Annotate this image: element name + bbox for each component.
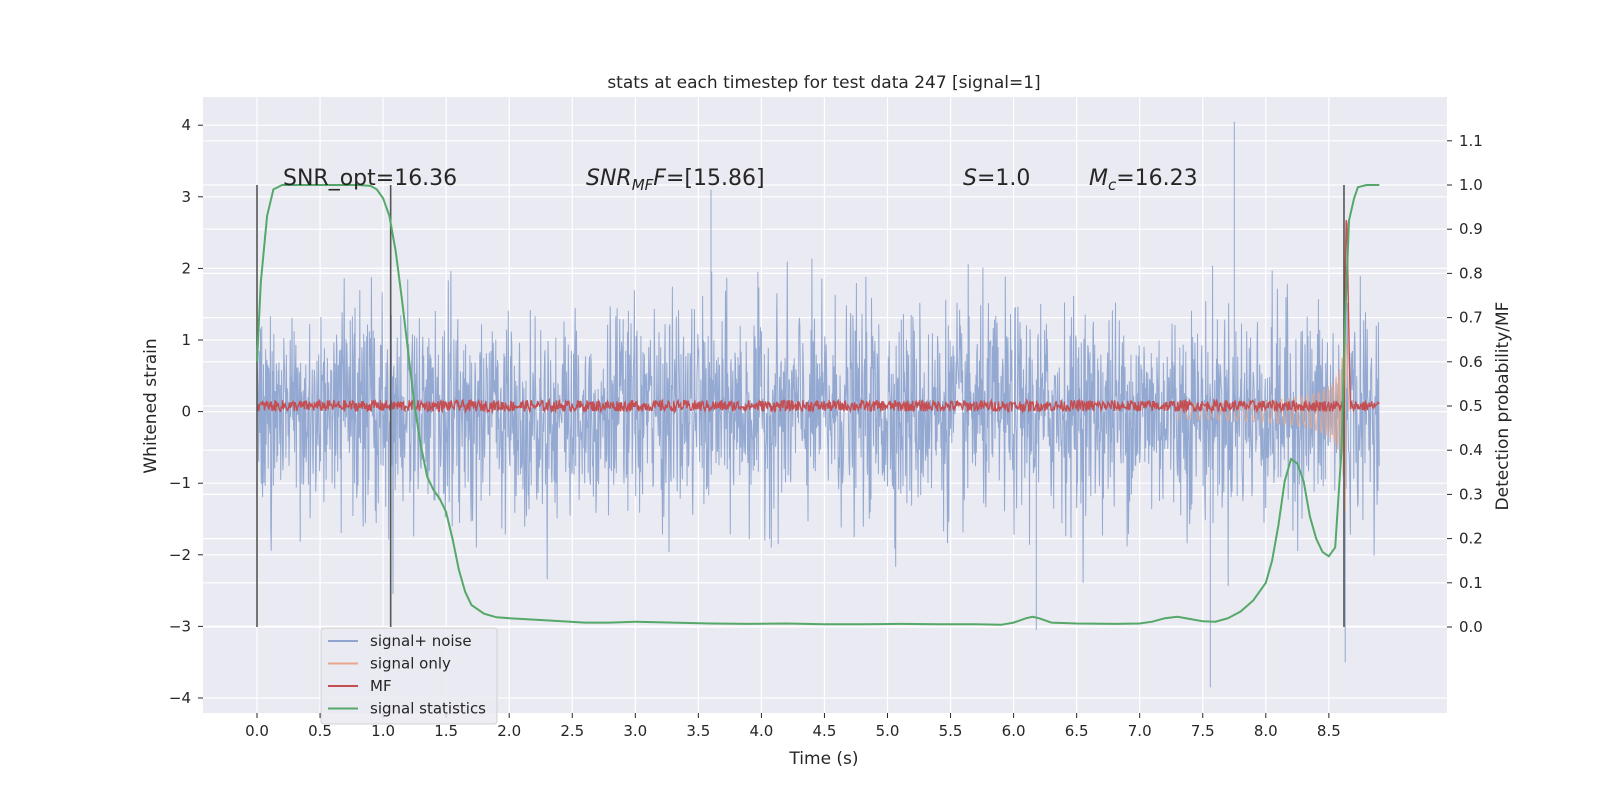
x-tick-label: 1.0	[371, 722, 395, 740]
y-right-tick-label: 0.0	[1459, 618, 1483, 636]
legend-label-3: signal statistics	[370, 700, 486, 718]
annotation-mc: Mc=16.23	[1089, 166, 1198, 194]
x-tick-label: 2.0	[497, 722, 521, 740]
y-axis-right-title: Detection probability/MF	[1493, 302, 1513, 511]
series-signal-plus-noise	[256, 121, 1380, 688]
snr-mf-subscript: MF	[632, 176, 654, 194]
y-right-tick-label: 0.7	[1459, 309, 1483, 327]
chart-title: stats at each timestep for test data 247…	[607, 73, 1040, 93]
y-right-tick-label: 0.3	[1459, 485, 1483, 503]
y-left-tick-label: 2	[181, 259, 191, 277]
x-tick-label: 7.0	[1128, 722, 1152, 740]
annotation-s: S=1.0	[963, 166, 1030, 191]
mc-value: =16.23	[1116, 166, 1197, 191]
x-tick-label: 1.5	[434, 722, 458, 740]
y-left-tick-label: 1	[181, 331, 191, 349]
legend-box	[320, 627, 498, 725]
legend-label-1: signal only	[370, 655, 451, 673]
x-tick-label: 5.5	[939, 722, 963, 740]
x-axis-ticks: 0.0 0.5 1.0 1.5 2.0 2.5 3.0 3.5 4.0 4.5 5.0 5.5 6.0 6…	[245, 713, 1341, 740]
snr-mf-value: =[15.86]	[666, 166, 765, 191]
x-tick-label: 0.5	[308, 722, 332, 740]
y-right-tick-label: 0.9	[1459, 220, 1483, 238]
x-axis-title: Time (s)	[788, 749, 858, 769]
annotation-snr-mf: SNRMFF=[15.86]	[586, 166, 765, 194]
legend-label-0: signal+ noise	[370, 632, 472, 650]
x-tick-label: 4.0	[749, 722, 773, 740]
y-left-tick-label: 4	[181, 116, 191, 134]
x-tick-label: 5.0	[876, 722, 900, 740]
x-tick-label: 6.5	[1065, 722, 1089, 740]
mc-symbol: M	[1089, 166, 1108, 191]
x-tick-label: 0.0	[245, 722, 269, 740]
series-mf	[256, 219, 1380, 415]
x-tick-label: 4.5	[813, 722, 837, 740]
x-tick-label: 8.5	[1317, 722, 1341, 740]
y-left-tick-label: 0	[181, 403, 191, 421]
y-left-tick-label: −3	[169, 617, 191, 635]
s-value: =1.0	[977, 166, 1030, 191]
annotation-snr-opt: SNR_opt=16.36	[283, 166, 457, 191]
x-tick-label: 3.5	[686, 722, 710, 740]
y-left-tick-label: −2	[169, 546, 191, 564]
y-axis-left-title: Whitened strain	[141, 338, 161, 473]
y-right-tick-label: 0.6	[1459, 353, 1483, 371]
mc-subscript: c	[1108, 176, 1117, 194]
y-right-tick-label: 0.5	[1459, 397, 1483, 415]
y-left-tick-label: −1	[169, 474, 191, 492]
x-tick-label: 3.0	[623, 722, 647, 740]
y-axis-left-ticks: 4 3 2 1 0 −1 −2 −3 −4	[169, 116, 203, 707]
y-right-tick-label: 1.1	[1459, 132, 1483, 150]
y-left-tick-label: 3	[181, 188, 191, 206]
y-right-tick-label: 0.8	[1459, 264, 1483, 282]
x-tick-label: 6.0	[1002, 722, 1026, 740]
y-axis-right-ticks: 1.1 1.0 0.9 0.8 0.7 0.6 0.5 0.4 0.3 0.2 0.1 0.0	[1447, 132, 1483, 636]
x-tick-label: 8.0	[1254, 722, 1278, 740]
y-right-tick-label: 1.0	[1459, 176, 1483, 194]
x-tick-label: 2.5	[560, 722, 584, 740]
series-signal-only	[1177, 265, 1350, 512]
snr-mf-symbol: SNR	[586, 166, 632, 191]
y-right-tick-label: 0.2	[1459, 530, 1483, 548]
snr-mf-f: F	[653, 166, 666, 191]
vertical-lines	[256, 185, 1345, 627]
s-symbol: S	[963, 166, 977, 191]
series-signal-statistics	[256, 184, 1380, 626]
legend-label-2: MF	[370, 677, 392, 695]
y-right-tick-label: 0.4	[1459, 441, 1483, 459]
legend: signal+ noise signal only MF signal statist…	[320, 627, 498, 725]
y-left-tick-label: −4	[169, 689, 191, 707]
y-right-tick-label: 0.1	[1459, 574, 1483, 592]
x-tick-label: 7.5	[1191, 722, 1215, 740]
